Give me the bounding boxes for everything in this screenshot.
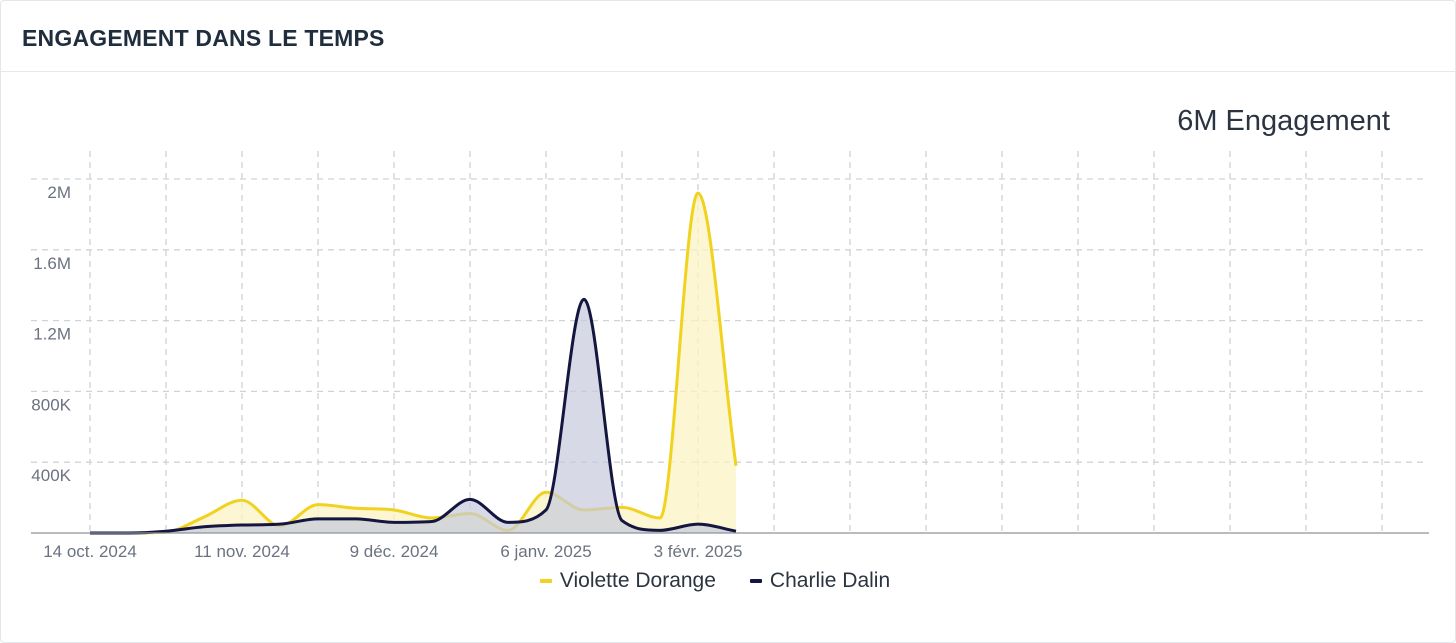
card-header: ENGAGEMENT DANS LE TEMPS <box>1 1 1455 72</box>
x-tick-label: 9 déc. 2024 <box>350 542 439 561</box>
total-engagement-label: 6M Engagement <box>1177 105 1390 137</box>
x-tick-label: 14 oct. 2024 <box>43 542 137 561</box>
x-tick-label: 3 févr. 2025 <box>654 542 743 561</box>
legend-swatch-violette <box>539 579 552 583</box>
series-area-charlie-dalin <box>90 299 736 533</box>
x-tick-label: 11 nov. 2024 <box>194 542 290 561</box>
series-line-charlie-dalin <box>90 297 737 535</box>
card-title: ENGAGEMENT DANS LE TEMPS <box>22 25 385 51</box>
x-tick-label: 6 janv. 2025 <box>500 542 591 561</box>
axes: 400K 800K 1.2M 1.6M 2M 14 oct. 2024 11 nov. 20… <box>31 183 1429 561</box>
y-tick-label: 400K <box>31 466 71 485</box>
series-area-violette-dorange <box>90 193 736 533</box>
legend-label-violette: Violette Dorange <box>559 569 716 592</box>
legend-label-charlie: Charlie Dalin <box>769 569 891 592</box>
y-tick-label: 1.6M <box>33 254 71 273</box>
legend: Violette Dorange Charlie Dalin <box>1 569 1429 593</box>
y-tick-label: 800K <box>31 395 71 414</box>
legend-item-charlie[interactable]: Charlie Dalin <box>749 569 891 593</box>
series-layer <box>90 191 738 535</box>
y-tick-label: 1.2M <box>33 325 71 344</box>
series-line-violette-dorange <box>90 191 738 535</box>
legend-swatch-charlie <box>749 579 762 583</box>
y-tick-label: 2M <box>47 183 71 202</box>
legend-item-violette[interactable]: Violette Dorange <box>539 569 716 593</box>
